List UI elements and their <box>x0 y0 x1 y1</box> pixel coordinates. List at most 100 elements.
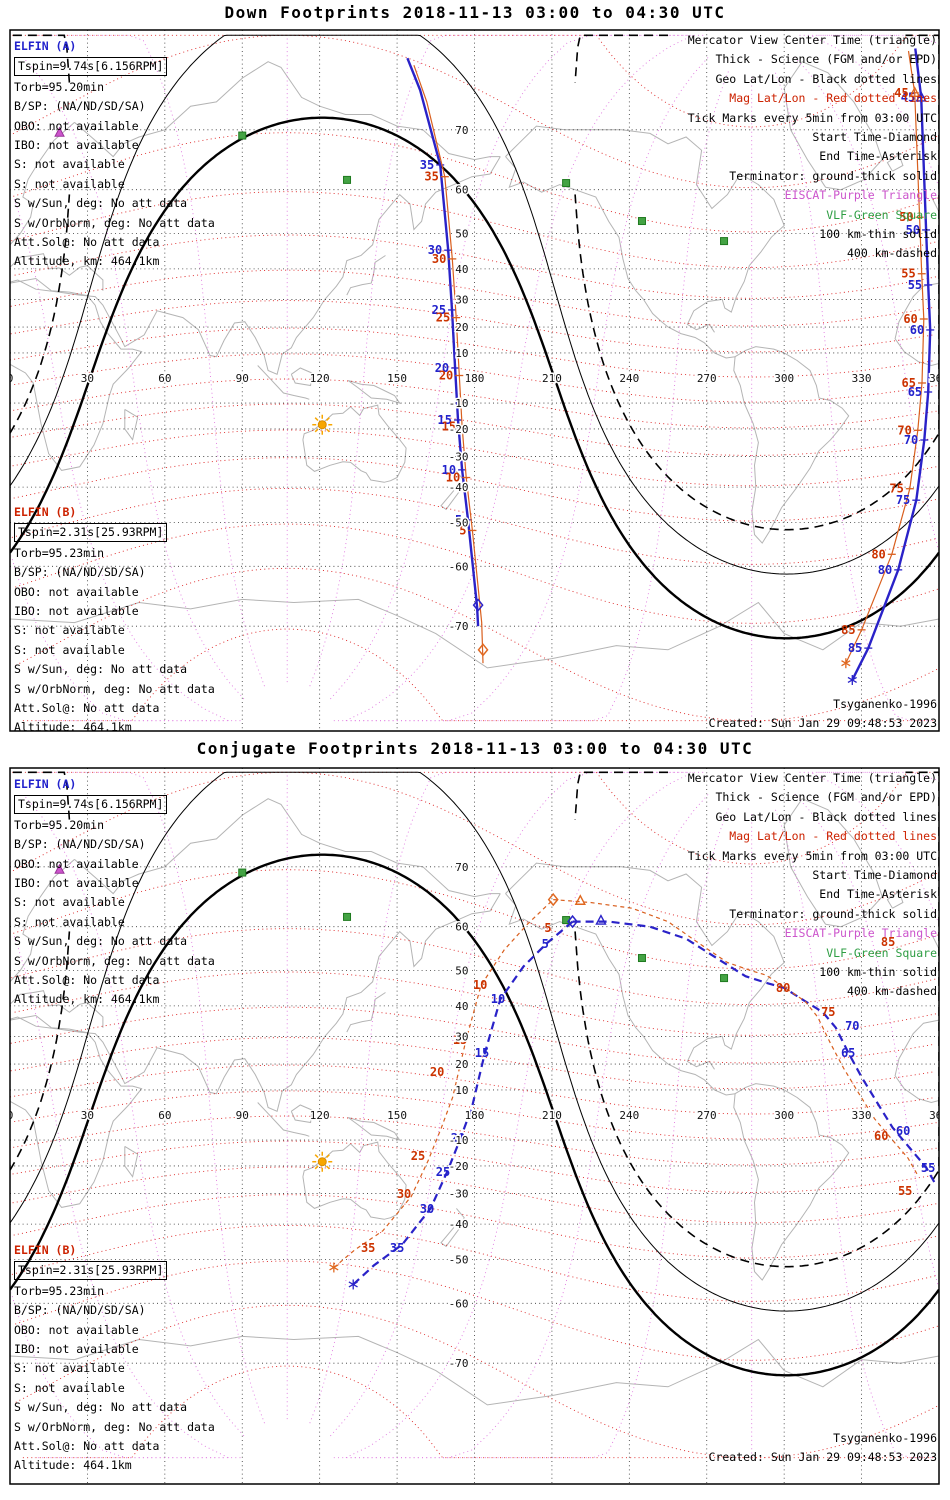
lat-tick-label: -50 <box>449 517 469 530</box>
map-shape <box>350 793 709 1459</box>
lat-tick-label: -40 <box>449 481 469 494</box>
legend-line: 100 km-thin solid <box>819 227 937 242</box>
map-shape <box>894 1019 939 1104</box>
legend-line: S: not available <box>14 914 125 929</box>
ELFIN-B-conjugate-track <box>333 899 554 1268</box>
map-shape <box>13 132 938 233</box>
conjugate-footprints-title: Conjugate Footprints 2018-11-13 03:00 to… <box>196 739 754 758</box>
lon-tick-label: 60 <box>158 1109 171 1122</box>
map-shape <box>286 35 288 683</box>
map-shape <box>10 1064 935 1115</box>
lat-tick-label: 40 <box>455 263 468 276</box>
legend-line: Tspin=2.31s[25.93RPM] <box>14 1261 168 1280</box>
start-marker-diamond <box>567 914 579 929</box>
legend-line: Start Time-Diamond <box>812 130 937 145</box>
lon-tick-label: 30 <box>81 1109 94 1122</box>
legend-line: Mag Lat/Lon - Red dotted lines <box>729 91 937 106</box>
center-time-triangle <box>595 914 607 925</box>
legend-line: Mag Lat/Lon - Red dotted lines <box>729 829 937 844</box>
map-shape <box>13 869 938 970</box>
minute-label: 85 <box>881 935 895 949</box>
map-shape <box>11 191 936 269</box>
lon-tick-label: 30 <box>81 372 94 385</box>
map-shape <box>286 772 288 1420</box>
down-footprints-map: 5 10 15 20 25 30 35 45 50 55 60 65 70 75 80 85 5 10 15 20 25… <box>10 30 939 731</box>
map-shape <box>257 365 310 400</box>
start-marker-diamond <box>472 598 484 612</box>
map-shape <box>74 798 501 898</box>
lat-tick-label: -30 <box>449 1188 469 1201</box>
ELFIN-A-conjugate-track <box>572 920 937 1186</box>
lat-tick-label: -40 <box>449 1218 469 1231</box>
map-shape <box>894 282 939 367</box>
map-shape <box>13 378 938 429</box>
legend-line: Tspin=2.31s[25.93RPM] <box>14 523 168 542</box>
minute-label: 80 <box>878 563 892 577</box>
end-marker-asterisk <box>841 660 851 667</box>
elfin-b-title: ELFIN (B) <box>14 1243 77 1257</box>
vlf-station-square <box>637 217 646 226</box>
axis-labels: 0 30 60 90 120 150 180 210 240 270 300 330 360 70 60 50… <box>7 859 939 1371</box>
legend-line: 400 km-dashed <box>846 984 937 999</box>
sun-ray <box>325 428 330 433</box>
lat-tick-label: -30 <box>449 451 469 464</box>
legend-line: Altitude, km: 464.1km <box>14 254 160 269</box>
minute-label: 70 <box>845 1019 859 1033</box>
vlf-station-square <box>238 868 247 877</box>
model-label-panel2: Tsyganenko-1996 <box>833 1431 937 1445</box>
minute-label: 30 <box>432 252 446 266</box>
panel-border <box>9 767 940 1485</box>
map-shape <box>124 408 139 441</box>
lon-tick-label: 300 <box>774 1109 794 1122</box>
lon-tick-label: 330 <box>852 372 872 385</box>
legend-line: Att.Sol@: No att data <box>14 235 160 250</box>
map-shape <box>10 598 939 669</box>
legend-line: IBO: not available <box>14 138 139 153</box>
minute-label: 50 <box>899 210 913 224</box>
minute-label: 15 <box>442 419 456 433</box>
map-shape <box>10 771 939 1312</box>
lat-tick-label: 10 <box>455 347 468 360</box>
elfin-a-title: ELFIN (A) <box>14 777 77 791</box>
legend-line: Geo Lat/Lon - Black dotted lines <box>715 71 937 86</box>
lat-tick-label: -50 <box>449 1254 469 1267</box>
legend-line: IBO: not available <box>14 876 139 891</box>
map-shape <box>783 61 883 191</box>
panel-border <box>9 29 940 732</box>
minute-label: 25 <box>411 1149 425 1163</box>
map-shape <box>12 34 938 189</box>
legend-line: Mercator View Center Time (triangle) <box>687 33 937 47</box>
map-shape <box>12 403 937 456</box>
legend-line: S: not available <box>14 1380 125 1395</box>
legend-line: OBO: not available <box>14 856 139 871</box>
minute-label: 10 <box>491 992 505 1006</box>
legend-line: Torb=95.23min <box>14 545 105 560</box>
lon-tick-label: 240 <box>619 1109 639 1122</box>
map-shape <box>10 1014 143 1208</box>
center-time-triangle <box>909 86 921 97</box>
lon-tick-label: 330 <box>852 1109 872 1122</box>
map-shape <box>10 300 935 353</box>
end-marker-asterisk <box>847 676 857 684</box>
map-shape <box>11 1224 936 1302</box>
coastlines <box>10 61 939 669</box>
satellite-tracks <box>406 48 935 681</box>
map-shape <box>24 771 937 1437</box>
legend-line: S: not available <box>14 642 125 657</box>
map-shape <box>733 1083 850 1281</box>
minute-label: 75 <box>889 482 903 496</box>
lon-tick-label: 0 <box>7 1109 14 1122</box>
vlf-station-square <box>343 912 352 921</box>
map-key-lines: Mercator View Center Time (triangle) Thic… <box>688 31 937 264</box>
lat-tick-label: 70 <box>455 124 468 137</box>
map-shape <box>12 34 939 128</box>
legend-line: Geo Lat/Lon - Black dotted lines <box>715 809 937 824</box>
map-shape <box>302 404 407 483</box>
minute-label: 35 <box>420 158 434 172</box>
minute-label: 70 <box>904 433 918 447</box>
map-shape <box>12 771 939 1459</box>
track-minute-labels: 5 10 15 20 25 30 35 45 50 55 60 65 70 75 80 85 5 10 15 20 25… <box>420 86 925 655</box>
map-shape <box>22 1365 937 1459</box>
lat-tick-label: 10 <box>455 1084 468 1097</box>
vlf-station-square <box>343 175 352 184</box>
